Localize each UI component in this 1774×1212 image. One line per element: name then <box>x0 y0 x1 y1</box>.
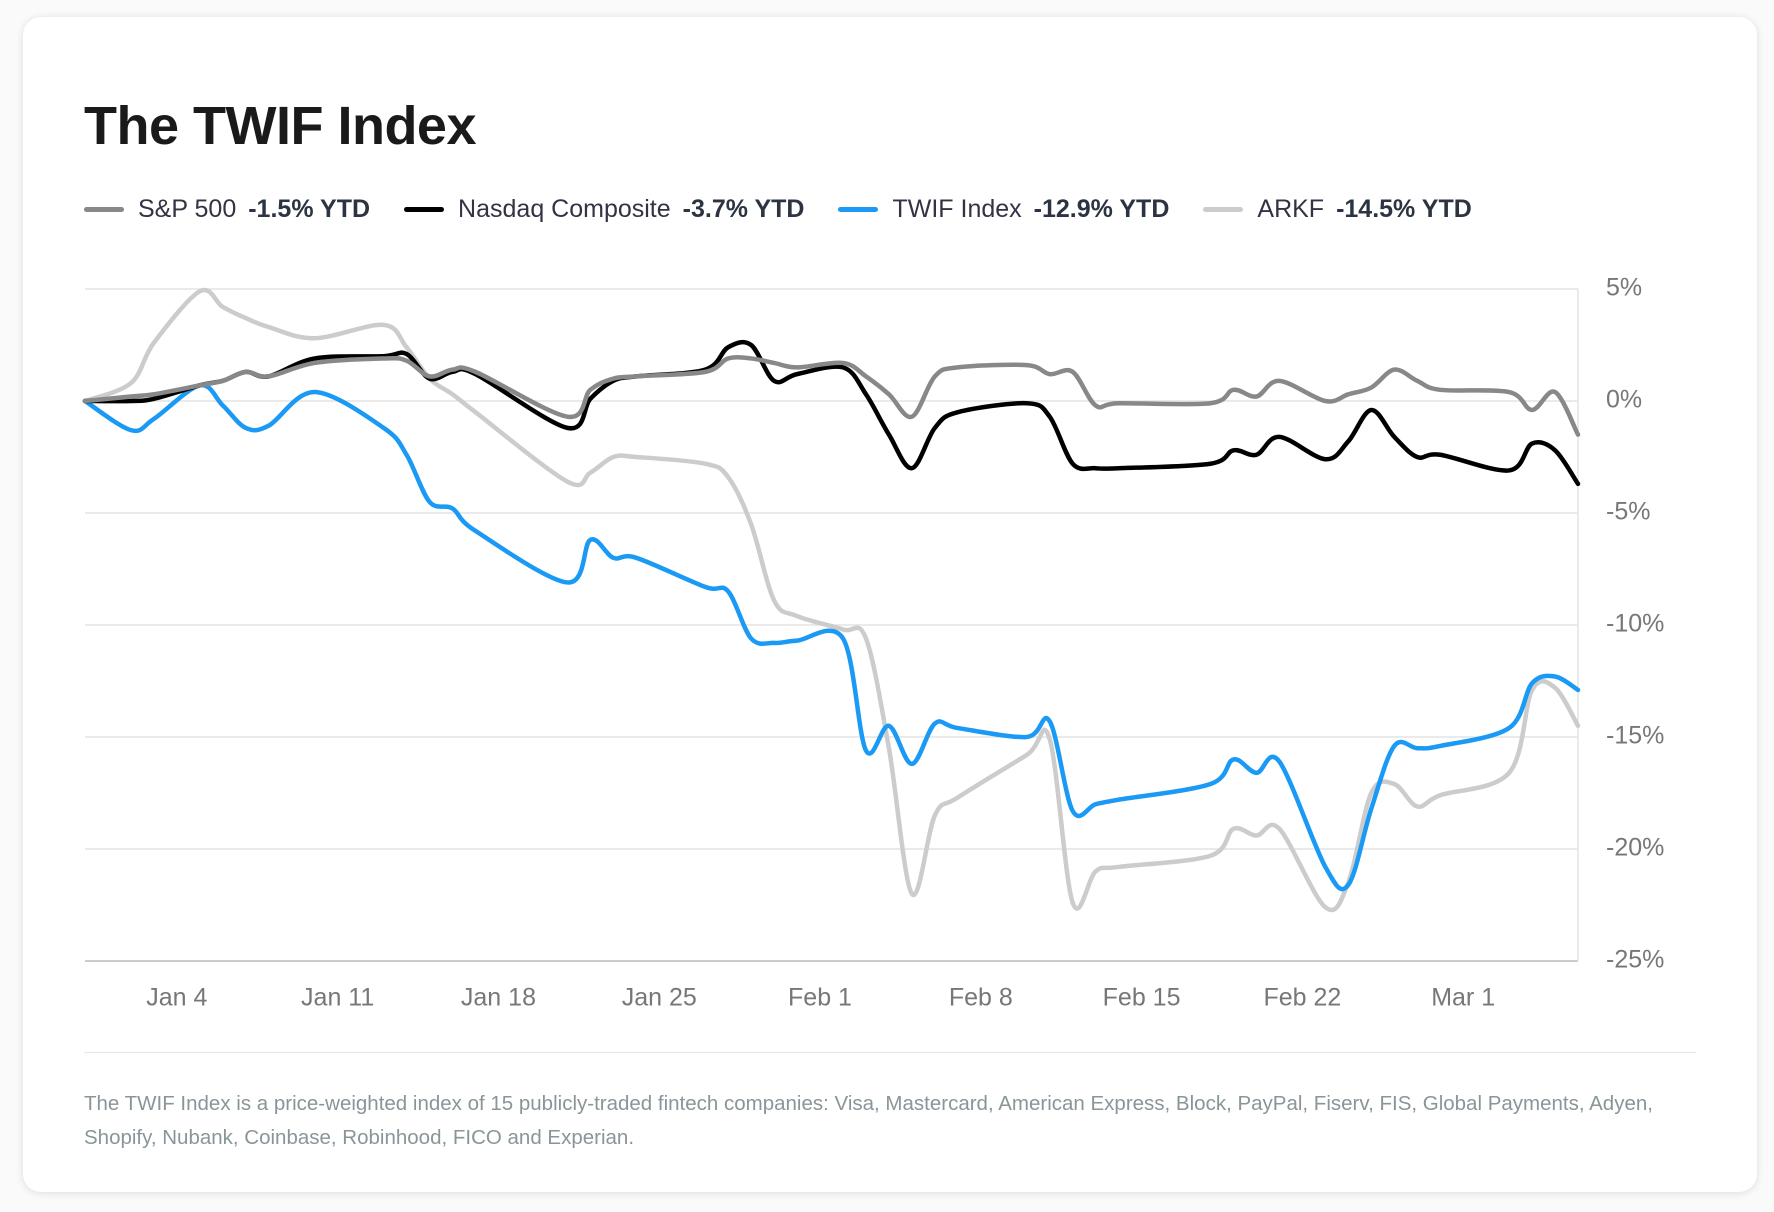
series-line <box>82 339 1581 487</box>
legend-swatch <box>1203 207 1244 212</box>
y-tick-label: -5% <box>1606 498 1650 526</box>
y-tick-label: -10% <box>1606 610 1664 638</box>
legend-swatch <box>838 207 879 212</box>
divider <box>84 1052 1696 1053</box>
legend-label: ARKF <box>1257 195 1325 223</box>
y-tick-label: -15% <box>1606 722 1664 750</box>
y-tick-label: 0% <box>1606 386 1642 414</box>
series-line <box>82 355 1581 437</box>
legend-item: ARKF -14.5% YTD <box>1203 195 1472 224</box>
legend-ytd: -3.7% YTD <box>682 195 805 223</box>
legend-item: TWIF Index -12.9% YTD <box>838 195 1169 224</box>
x-tick-label: Feb 15 <box>1103 984 1181 1012</box>
footnote: The TWIF Index is a price-weighted index… <box>84 1092 1653 1149</box>
legend-swatch <box>84 207 124 212</box>
y-tick-label: -20% <box>1606 834 1664 862</box>
legend-label: TWIF Index <box>892 195 1022 223</box>
legend-ytd: -1.5% YTD <box>248 195 371 223</box>
x-tick-label: Feb 22 <box>1263 984 1341 1012</box>
x-tick-label: Jan 18 <box>461 984 536 1012</box>
card: The TWIF Index S&P 500 -1.5% YTD Nasdaq Co… <box>23 17 1757 1192</box>
chart-title: The TWIF Index <box>84 96 477 156</box>
legend-label: Nasdaq Composite <box>458 195 671 223</box>
x-tick-label: Mar 1 <box>1431 984 1495 1012</box>
legend-item: Nasdaq Composite -3.7% YTD <box>404 195 804 224</box>
x-tick-label: Feb 8 <box>949 984 1013 1012</box>
y-tick-label: 5% <box>1606 274 1642 302</box>
y-tick-label: -25% <box>1606 946 1664 974</box>
x-tick-label: Jan 25 <box>622 984 697 1012</box>
x-tick-label: Jan 11 <box>301 984 374 1012</box>
legend-swatch <box>404 207 445 212</box>
legend-label: S&P 500 <box>138 195 237 223</box>
series-line <box>82 287 1581 913</box>
legend-ytd: -14.5% YTD <box>1336 195 1472 223</box>
x-tick-label: Jan 4 <box>146 984 207 1012</box>
chart: 5% 0% -5% -10% -15% -20% -25% Jan 4 Jan 11 Jan 18… <box>82 274 1664 1012</box>
x-tick-label: Feb 1 <box>788 984 852 1012</box>
legend-item: S&P 500 -1.5% YTD <box>84 195 370 224</box>
legend: S&P 500 -1.5% YTD Nasdaq Composite -3.7% YT… <box>84 195 1506 224</box>
series-line <box>82 383 1581 892</box>
legend-ytd: -12.9% YTD <box>1033 195 1170 223</box>
